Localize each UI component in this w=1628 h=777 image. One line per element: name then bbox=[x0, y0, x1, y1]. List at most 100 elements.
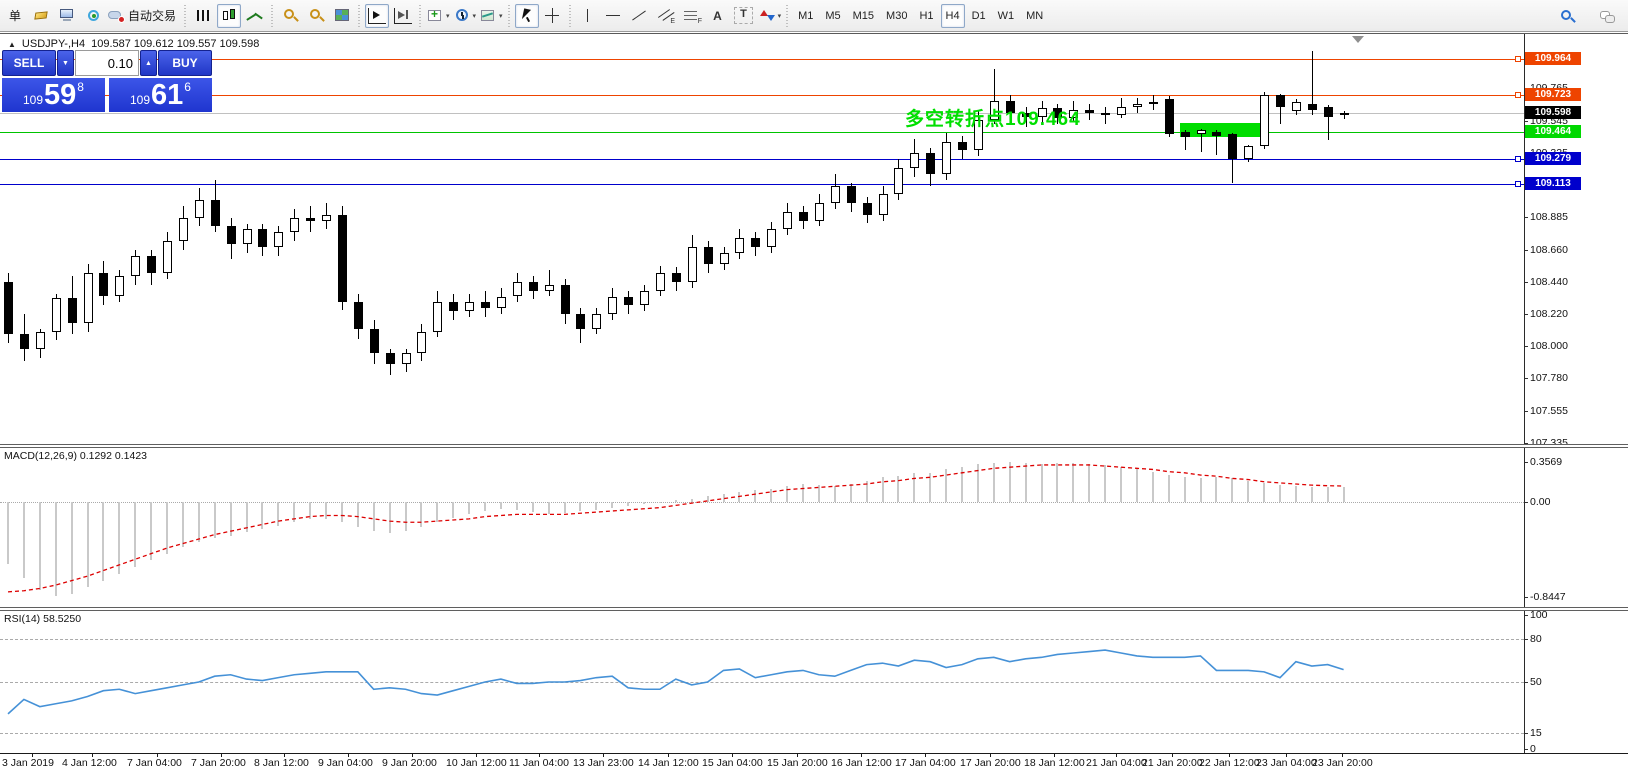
candle-body bbox=[337, 214, 347, 303]
timeframe-m1-button[interactable]: M1 bbox=[798, 9, 814, 22]
toolbar-group-handle[interactable] bbox=[418, 4, 424, 27]
toolbar-group-handle[interactable] bbox=[183, 4, 189, 27]
zoom-in-icon bbox=[282, 8, 299, 23]
auto-scroll-button[interactable] bbox=[365, 3, 390, 28]
collapse-panel-icon[interactable]: ▲ bbox=[8, 39, 16, 49]
search-button[interactable] bbox=[1555, 4, 1579, 28]
level-marker[interactable] bbox=[1515, 156, 1521, 163]
macd-histogram-bar bbox=[86, 502, 89, 588]
pane-divider-macd[interactable] bbox=[0, 444, 1628, 448]
new-order-button[interactable]: 单 bbox=[8, 9, 21, 23]
time-tick bbox=[861, 753, 862, 757]
timeframe-m15-button[interactable]: M15 bbox=[852, 9, 875, 22]
volume-input[interactable] bbox=[75, 50, 139, 76]
candle-body bbox=[1085, 109, 1095, 113]
timeframe-w1-button[interactable]: W1 bbox=[997, 9, 1015, 22]
terminal-button[interactable] bbox=[55, 4, 79, 28]
vertical-line-button[interactable] bbox=[576, 4, 600, 28]
candle-wick bbox=[1105, 106, 1107, 125]
toolbar-group-handle[interactable] bbox=[270, 4, 276, 27]
macd-histogram-bar bbox=[1183, 477, 1186, 502]
macd-histogram-bar bbox=[134, 502, 137, 568]
sell-price-display[interactable]: 109 59 8 bbox=[2, 78, 105, 112]
timeframe-h1-button[interactable]: H1 bbox=[919, 9, 934, 22]
macd-histogram-bar bbox=[420, 502, 423, 527]
autotrading-button[interactable]: 自动交易 bbox=[107, 4, 180, 28]
pivot-annotation[interactable]: 多空转折点109.464 bbox=[905, 109, 1081, 130]
level-marker[interactable] bbox=[1515, 56, 1521, 63]
chart-shift-button[interactable] bbox=[391, 4, 415, 28]
time-tick bbox=[1342, 753, 1343, 757]
horizontal-level-line[interactable] bbox=[0, 159, 1524, 161]
text-label-button[interactable] bbox=[732, 4, 756, 28]
line-chart-button[interactable] bbox=[243, 4, 267, 28]
buy-price-display[interactable]: 109 61 6 bbox=[109, 78, 212, 112]
highlight-rectangle[interactable] bbox=[1179, 123, 1266, 137]
bar-chart-button[interactable] bbox=[191, 4, 215, 28]
rsi-level-line bbox=[0, 682, 1524, 683]
zoom-in-button[interactable] bbox=[278, 4, 302, 28]
autotrading-icon bbox=[108, 8, 125, 23]
channel-button[interactable] bbox=[654, 4, 678, 28]
timeframe-mn-button[interactable]: MN bbox=[1026, 9, 1044, 22]
candle-body bbox=[385, 353, 395, 364]
time-tick bbox=[1229, 753, 1230, 757]
periods-button[interactable]: ▾ bbox=[453, 4, 478, 28]
timeframe-h4-button[interactable]: H4 bbox=[940, 3, 965, 28]
trendline-button[interactable] bbox=[628, 4, 652, 28]
auto-scroll-icon bbox=[368, 7, 387, 24]
cursor-button[interactable] bbox=[514, 3, 539, 28]
crosshair-button[interactable] bbox=[541, 4, 565, 28]
macd-histogram-bar bbox=[1247, 480, 1250, 502]
horizontal-line-button[interactable] bbox=[602, 4, 626, 28]
new-order-button[interactable] bbox=[29, 4, 53, 28]
bar-chart-icon bbox=[195, 8, 212, 23]
candle-body bbox=[1164, 99, 1174, 135]
candlestick-chart-button[interactable] bbox=[217, 3, 242, 28]
chart-shift-marker[interactable] bbox=[1352, 36, 1364, 43]
macd-histogram-bar bbox=[627, 502, 630, 507]
templates-button[interactable]: ▾ bbox=[479, 4, 504, 28]
time-tick-label: 16 Jan 12:00 bbox=[831, 757, 892, 769]
candle-body bbox=[83, 273, 93, 323]
arrows-button[interactable]: ▾ bbox=[758, 4, 783, 28]
candle-body bbox=[926, 153, 936, 174]
macd-histogram-bar bbox=[38, 502, 41, 590]
buy-button[interactable]: BUY bbox=[158, 50, 212, 76]
time-tick bbox=[1172, 753, 1173, 757]
macd-histogram-bar bbox=[515, 502, 518, 510]
macd-histogram-bar bbox=[468, 502, 471, 515]
price-tick bbox=[1524, 346, 1528, 348]
macd-histogram-bar bbox=[833, 486, 836, 502]
current-price-line[interactable] bbox=[0, 112, 1524, 114]
signals-button[interactable] bbox=[81, 4, 105, 28]
level-marker[interactable] bbox=[1515, 91, 1521, 98]
fibonacci-button[interactable] bbox=[680, 4, 704, 28]
candle-body bbox=[433, 302, 443, 332]
horizontal-level-line[interactable] bbox=[0, 183, 1524, 185]
toolbar-group-handle[interactable] bbox=[785, 4, 791, 27]
timeframe-d1-button[interactable]: D1 bbox=[971, 9, 986, 22]
toolbar-group-handle[interactable] bbox=[506, 4, 512, 27]
level-marker[interactable] bbox=[1515, 180, 1521, 187]
indicators-button[interactable]: ▾ bbox=[426, 4, 451, 28]
horizontal-level-line[interactable] bbox=[0, 94, 1524, 96]
chat-button[interactable] bbox=[1595, 4, 1619, 28]
timeframe-m5-button[interactable]: M5 bbox=[825, 9, 841, 22]
toolbar-group-handle[interactable] bbox=[567, 4, 573, 27]
volume-up-button[interactable]: ▲ bbox=[140, 50, 157, 76]
horizontal-level-line[interactable] bbox=[0, 59, 1524, 61]
pane-divider-rsi[interactable] bbox=[0, 607, 1628, 611]
time-tick-label: 10 Jan 12:00 bbox=[446, 757, 507, 769]
symbol-period-label: USDJPY-,H4 bbox=[21, 38, 86, 50]
zoom-out-button[interactable] bbox=[304, 4, 328, 28]
macd-histogram-bar bbox=[770, 488, 773, 502]
toolbar-group-handle[interactable] bbox=[357, 4, 363, 27]
text-button[interactable] bbox=[706, 4, 730, 28]
rsi-tick-label: 0 bbox=[1530, 743, 1536, 755]
tile-windows-button[interactable] bbox=[330, 4, 354, 28]
timeframe-m30-button[interactable]: M30 bbox=[886, 9, 908, 22]
volume-down-button[interactable]: ▼ bbox=[57, 50, 74, 76]
horizontal-level-line[interactable] bbox=[0, 132, 1524, 134]
sell-button[interactable]: SELL bbox=[2, 50, 56, 76]
